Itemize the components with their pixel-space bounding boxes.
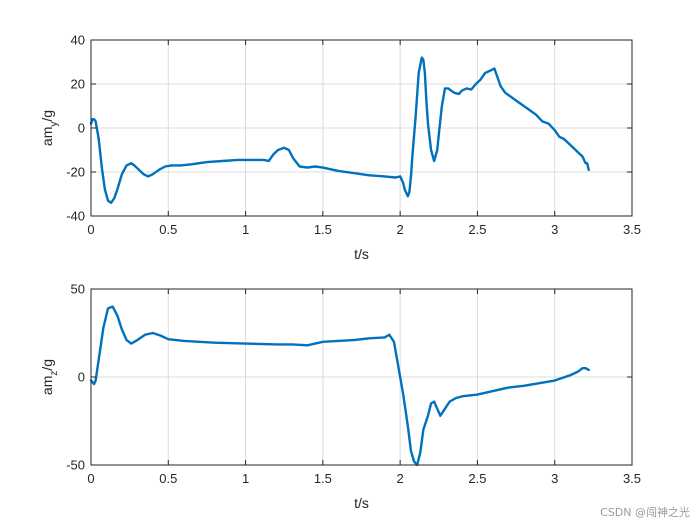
watermark-text: CSDN @闯神之光 [600,505,690,519]
x-tick-label: 2 [397,222,404,237]
y-axis-label: amy/g [39,110,60,146]
chart-top-am-y: 0 0.5 1 1.5 2 2.5 3 3.5 -40 -20 0 20 40 t/s amy/g [39,33,641,263]
x-tick-label: 2 [397,471,404,486]
x-tick-label: 3 [551,471,558,486]
x-tick-label: 0.5 [159,222,177,237]
x-tick-label: 1.5 [314,471,332,486]
y-axis-label-tail: /g [39,110,55,122]
x-tick-label: 1 [242,471,249,486]
x-tick-label: 3 [551,222,558,237]
y-axis-label-base: am [39,376,55,395]
series-line [89,305,590,467]
x-tick-label: 1 [242,222,249,237]
x-tick-label: 2.5 [468,222,486,237]
x-tick-label: 0 [87,222,94,237]
y-tick-label: 0 [78,370,85,385]
x-tick-label: 0 [87,471,94,486]
y-tick-label: -50 [66,458,85,473]
y-tick-label: 40 [71,33,85,48]
y-axis-label-subscript: y [49,122,60,127]
y-axis-label-subscript: z [49,371,60,376]
y-axis-label: amz/g [39,359,60,395]
x-tick-label: 1.5 [314,222,332,237]
x-tick-label: 0.5 [159,471,177,486]
y-tick-label: 50 [71,282,85,297]
y-tick-label: 0 [78,121,85,136]
x-axis-label: t/s [354,246,369,262]
x-tick-label: 3.5 [623,471,641,486]
y-axis-label-base: am [39,127,55,146]
x-axis-label: t/s [354,495,369,511]
x-tick-label: 2.5 [468,471,486,486]
y-tick-label: -20 [66,165,85,180]
series-line [89,56,590,204]
x-tick-label: 3.5 [623,222,641,237]
y-tick-label: -40 [66,209,85,224]
y-tick-label: 20 [71,77,85,92]
y-axis-label-tail: /g [39,359,55,371]
